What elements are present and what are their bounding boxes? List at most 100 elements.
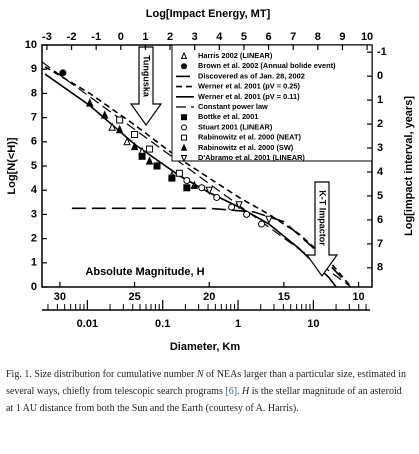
right-tick-label: 7 — [377, 238, 383, 250]
data-line — [41, 61, 352, 288]
data-line — [44, 66, 352, 288]
data-point — [116, 116, 124, 124]
caption-text: H — [242, 386, 250, 397]
y-tick-label: 2 — [31, 233, 37, 245]
data-point — [183, 177, 191, 185]
legend-marker — [181, 124, 187, 131]
annotation: K-T Impactor — [318, 190, 328, 246]
y-tick-label: 8 — [31, 87, 37, 99]
data-point — [213, 193, 221, 201]
top-tick-label: 4 — [216, 31, 223, 43]
x-axis-title: Absolute Magnitude, H — [85, 266, 204, 278]
right-tick-label: 1 — [377, 94, 383, 106]
top-axis-title: Log[Impact Energy, MT] — [146, 8, 271, 20]
diameter-tick-label: 0.01 — [77, 318, 98, 330]
top-tick-label: 7 — [290, 31, 296, 43]
legend-marker — [181, 134, 187, 141]
data-point — [108, 122, 116, 131]
legend-label: Constant power law — [198, 102, 268, 111]
legend-label: D'Abramo et al. 2001 (LINEAR) — [198, 153, 305, 162]
data-point — [258, 220, 266, 228]
top-tick-label: -3 — [42, 31, 52, 43]
top-tick-label: 2 — [167, 31, 173, 43]
data-point — [228, 203, 236, 211]
y-tick-label: 9 — [31, 63, 37, 75]
legend-label: Rabinowitz et al. 2000 (NEAT) — [198, 133, 301, 142]
legend-marker — [181, 63, 187, 70]
data-point — [100, 110, 109, 119]
right-tick-label: 4 — [377, 166, 384, 178]
right-axis-title: Log[impact interval, years] — [403, 96, 415, 236]
diameter-tick-label: 1 — [235, 318, 241, 330]
legend-marker — [181, 114, 187, 121]
data-point — [243, 210, 251, 218]
data-point — [123, 136, 131, 146]
data-point — [153, 162, 161, 170]
right-tick-label: 0 — [377, 70, 383, 82]
data-point — [115, 124, 124, 134]
right-tick-label: 2 — [377, 118, 383, 130]
chart: Log[Impact Energy, MT] Log[N(<H)] Log[im… — [6, 8, 415, 353]
y-tick-label: 1 — [31, 257, 37, 269]
diameter-tick-label: 10 — [307, 318, 319, 330]
data-point — [145, 156, 154, 165]
top-tick-label: -2 — [67, 31, 77, 43]
y-tick-label: 0 — [31, 281, 37, 293]
x-tick-label: 30 — [54, 291, 66, 303]
top-tick-label: 9 — [339, 31, 345, 43]
data-point — [130, 141, 139, 151]
x-tick-label: 10 — [352, 291, 364, 303]
y-tick-label: 7 — [31, 112, 37, 124]
x-tick-label: 25 — [128, 291, 140, 303]
kt-arrow — [305, 181, 339, 278]
caption-text: is the stellar magnitude of an asteroid … — [6, 386, 402, 414]
y-tick-label: 5 — [31, 160, 37, 172]
data-point — [138, 152, 146, 160]
top-tick-label: 1 — [142, 31, 148, 43]
data-point — [183, 184, 191, 192]
legend-marker — [180, 143, 188, 151]
legend-label: Discovered as of Jan. 28, 2002 — [198, 71, 305, 80]
diameter-axis-title: Diameter, Km — [170, 341, 241, 353]
right-tick-label: 8 — [377, 262, 383, 274]
top-tick-label: 5 — [241, 31, 247, 43]
diameter-tick-label: 0.1 — [155, 318, 170, 330]
data-point — [205, 186, 214, 196]
caption-text: Fig. 1. Size distribution for cumulative… — [6, 369, 197, 380]
caption-reference[interactable]: [6] — [225, 386, 238, 397]
caption-text: . — [237, 386, 243, 397]
right-tick-label: -1 — [377, 46, 387, 58]
data-point — [168, 174, 176, 182]
data-point — [131, 131, 139, 139]
data-point — [198, 184, 206, 192]
x-tick-label: 20 — [203, 291, 215, 303]
legend-box — [171, 44, 373, 162]
top-tick-label: 0 — [118, 31, 124, 43]
tunguska-arrow — [129, 46, 163, 127]
data-line — [71, 207, 345, 281]
top-tick-label: -1 — [91, 31, 101, 43]
right-tick-label: 3 — [377, 142, 383, 154]
legend-label: Werner et al. 2001 (pV = 0.25) — [198, 82, 300, 91]
legend-label: Bottke et al. 2001 — [198, 112, 258, 121]
top-tick-label: 6 — [266, 31, 272, 43]
y-tick-label: 10 — [25, 39, 37, 51]
caption-text: N — [196, 369, 204, 380]
y-tick-label: 6 — [31, 136, 37, 148]
top-tick-label: 8 — [315, 31, 321, 43]
y-axis-title: Log[N(<H)] — [6, 137, 18, 194]
legend-label: Rabinowitz et al. 2000 (SW) — [198, 143, 294, 152]
legend-label: Harris 2002 (LINEAR) — [198, 51, 273, 60]
right-tick-label: 5 — [377, 190, 383, 202]
data-point — [146, 145, 154, 153]
legend-label: Stuart 2001 (LINEAR) — [198, 122, 273, 131]
y-tick-label: 3 — [31, 208, 37, 220]
y-tick-label: 4 — [31, 184, 38, 196]
caption-text: of NEAs larger than a particular size, e… — [6, 369, 407, 397]
legend-marker — [180, 51, 188, 59]
top-tick-label: 10 — [361, 31, 373, 43]
data-point — [59, 69, 67, 77]
figure-caption: Fig. 1. Size distribution for cumulative… — [6, 366, 411, 417]
top-tick-label: 3 — [192, 31, 198, 43]
